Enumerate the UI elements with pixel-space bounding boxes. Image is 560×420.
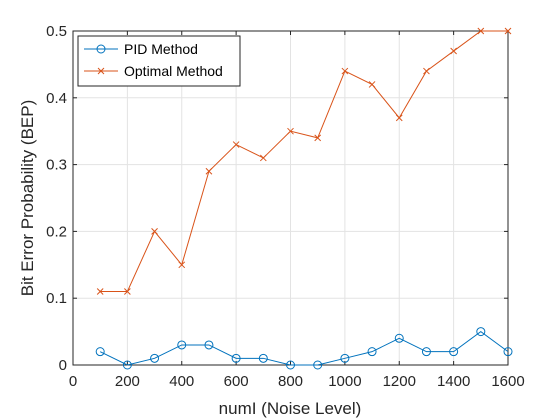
legend-swatch-marker [96, 44, 106, 54]
y-tick-label: 0.3 [46, 157, 67, 174]
data-point-pid-method [177, 340, 187, 350]
x-tick-label: 400 [169, 373, 194, 390]
data-point-pid-method [204, 340, 214, 350]
data-point-pid-method [367, 347, 377, 357]
x-tick-label: 600 [224, 373, 249, 390]
legend: PID Method Optimal Method [77, 35, 241, 87]
x-axis-label: numI (Noise Level) [219, 399, 362, 418]
x-tick-label: 1200 [383, 373, 416, 390]
series-layer [95, 27, 513, 370]
data-point-pid-method [286, 360, 295, 370]
data-point-pid-method [313, 360, 323, 370]
data-point-pid-method [503, 347, 513, 357]
data-point-optimal-method [124, 288, 131, 295]
x-tick-label: 0 [69, 373, 77, 390]
series-optimal-method [96, 27, 512, 295]
data-point-optimal-method [232, 141, 240, 148]
x-tick-label: 1600 [491, 373, 524, 390]
data-point-optimal-method [368, 81, 376, 88]
legend-item-pid-method: PID Method [84, 41, 198, 57]
legend-swatch-marker [97, 67, 105, 75]
series-pid-method [95, 327, 513, 370]
x-tick-label: 200 [115, 373, 140, 390]
y-tick-label: 0.5 [46, 23, 67, 40]
x-tick-label: 1000 [328, 373, 361, 390]
data-point-optimal-method [96, 288, 104, 295]
data-point-optimal-method [287, 127, 294, 135]
data-point-optimal-method [205, 167, 213, 175]
data-point-optimal-method [178, 261, 186, 269]
data-point-optimal-method [423, 67, 430, 75]
y-tick-label: 0.2 [46, 223, 67, 240]
series-line-optimal-method [100, 30, 508, 293]
axes: 0 200 400 600 800 1000 1200 1400 1600 0 0.1 0.2 0.3 0… [46, 23, 525, 390]
y-tick-label: 0 [59, 357, 67, 374]
y-tick-label: 0.1 [46, 290, 67, 307]
legend-label: PID Method [124, 41, 198, 57]
legend-label: Optimal Method [124, 63, 223, 79]
data-point-optimal-method [151, 228, 158, 235]
x-tick-label: 1400 [437, 373, 470, 390]
data-point-pid-method [122, 360, 132, 370]
data-point-pid-method [95, 347, 105, 357]
data-point-pid-method [421, 347, 431, 357]
data-point-pid-method [394, 333, 404, 343]
data-point-optimal-method [450, 47, 457, 55]
data-point-pid-method [150, 353, 160, 363]
data-point-pid-method [449, 347, 459, 357]
data-point-optimal-method [259, 154, 267, 162]
series-line-pid-method [99, 330, 509, 366]
data-point-optimal-method [341, 67, 349, 75]
data-point-pid-method [476, 327, 486, 337]
data-point-optimal-method [504, 27, 512, 35]
y-tick-label: 0.4 [46, 90, 67, 107]
x-tick-label: 800 [278, 373, 303, 390]
data-point-pid-method [258, 353, 268, 363]
data-point-pid-method [340, 353, 350, 363]
y-axis-label: Bit Error Probability (BEP) [18, 100, 37, 297]
data-point-pid-method [231, 353, 241, 363]
data-point-optimal-method [314, 134, 322, 142]
data-point-optimal-method [395, 114, 403, 122]
data-point-optimal-method [477, 27, 485, 35]
legend-box [77, 35, 241, 87]
grid [73, 31, 508, 365]
legend-item-optimal-method: Optimal Method [84, 63, 223, 79]
